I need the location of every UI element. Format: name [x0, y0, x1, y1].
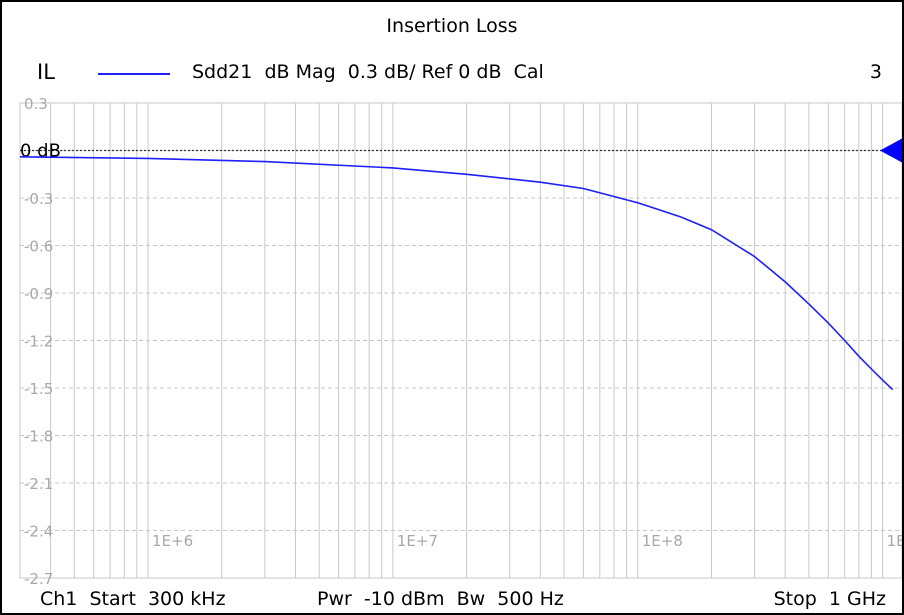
x-tick-label: 1E+7 [397, 532, 438, 550]
reference-label: 0 dB [20, 141, 61, 162]
y-tick-label: 0.3 [24, 95, 48, 113]
footer-stop: Stop 1 GHz [773, 588, 886, 610]
trace-layer [19, 156, 894, 391]
series-line-sdd21 [19, 156, 894, 391]
status-footer: Ch1 Start 300 kHz Pwr -10 dBm Bw 500 Hz … [2, 582, 902, 613]
legend-line-swatch [98, 73, 170, 75]
y-tick-label: -2.4 [24, 523, 53, 541]
trace-name: IL [37, 60, 55, 84]
chart-title: Insertion Loss [386, 15, 518, 37]
y-tick-label: -1.2 [24, 333, 53, 351]
legend-row: IL Sdd21 dB Mag 0.3 dB/ Ref 0 dB Cal 3 [2, 60, 902, 90]
y-tick-label: -2.7 [24, 570, 53, 588]
y-tick-label: -2.1 [24, 475, 53, 493]
tick-labels: 0.3 -0.3 -0.6 -0.9 -1.2 -1.5 -1.8 -2.1 -2.4 -2.7 1… [24, 95, 902, 588]
y-tick-label: -1.5 [24, 380, 53, 398]
x-tick-label: 1E+8 [642, 532, 683, 550]
y-tick-label: -1.8 [24, 428, 53, 446]
x-tick-label: 1E+9 [887, 532, 902, 550]
y-tick-label: -0.6 [24, 238, 53, 256]
y-tick-label: -0.3 [24, 190, 53, 208]
footer-start: Ch1 Start 300 kHz [40, 588, 226, 610]
legend-trace-settings: Sdd21 dB Mag 0.3 dB/ Ref 0 dB Cal [192, 61, 544, 83]
marker-count: 3 [869, 61, 882, 83]
y-tick-label: -0.9 [24, 285, 53, 303]
x-tick-label: 1E+6 [152, 532, 193, 550]
reference-marker-icon [880, 138, 902, 163]
footer-power-bandwidth: Pwr -10 dBm Bw 500 Hz [317, 588, 564, 610]
